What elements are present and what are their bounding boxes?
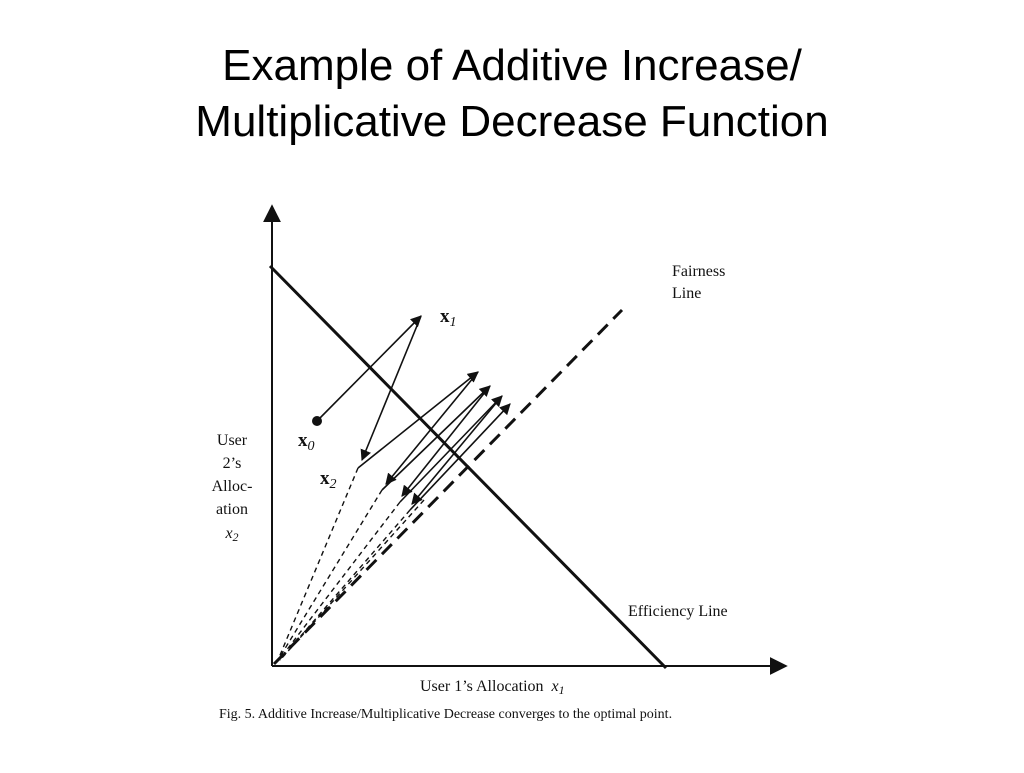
fairness-line-label-2: Line bbox=[672, 285, 701, 302]
y-axis-label-line: User bbox=[217, 432, 248, 449]
fairness-line-label-1: Fairness bbox=[672, 263, 725, 280]
decrease-arrow bbox=[360, 315, 422, 462]
decrease-ray bbox=[278, 501, 401, 661]
y-axis-label-line: ation bbox=[216, 501, 248, 518]
label-x0: x0 bbox=[298, 430, 315, 454]
y-axis-var: x2 bbox=[224, 525, 238, 544]
increase-arrow bbox=[316, 315, 422, 422]
decrease-arrow bbox=[411, 395, 503, 505]
increase-arrow bbox=[357, 371, 479, 469]
increase-arrow bbox=[409, 403, 511, 511]
title-line-2: Multiplicative Decrease Function bbox=[195, 97, 829, 146]
decrease-ray bbox=[280, 499, 425, 660]
y-axis-label-line: 2’s bbox=[223, 455, 242, 472]
fairness-line bbox=[272, 308, 624, 666]
y-axis-label: User 2’s Alloc- ation x2 bbox=[212, 432, 253, 544]
decrease-ray bbox=[277, 489, 383, 661]
trajectory bbox=[316, 315, 511, 511]
label-x2: x2 bbox=[320, 468, 337, 492]
slide-title: Example of Additive Increase/ Multiplica… bbox=[0, 38, 1024, 150]
decrease-arrow bbox=[401, 385, 491, 497]
label-x1: x1 bbox=[440, 306, 457, 330]
x-axis-label: User 1’s Allocation x1 bbox=[420, 678, 565, 697]
start-point-x0 bbox=[312, 416, 322, 426]
decrease-arrow bbox=[385, 371, 479, 485]
title-line-1: Example of Additive Increase/ bbox=[222, 41, 802, 90]
decrease-ray bbox=[277, 467, 359, 661]
increase-arrow bbox=[399, 395, 503, 503]
efficiency-line-label: Efficiency Line bbox=[628, 603, 728, 620]
decrease-rays bbox=[277, 467, 425, 661]
decrease-ray bbox=[279, 509, 411, 661]
increase-arrow bbox=[381, 385, 491, 491]
figure-caption: Fig. 5. Additive Increase/Multiplicative… bbox=[219, 707, 672, 722]
y-axis-label-line: Alloc- bbox=[212, 478, 253, 495]
